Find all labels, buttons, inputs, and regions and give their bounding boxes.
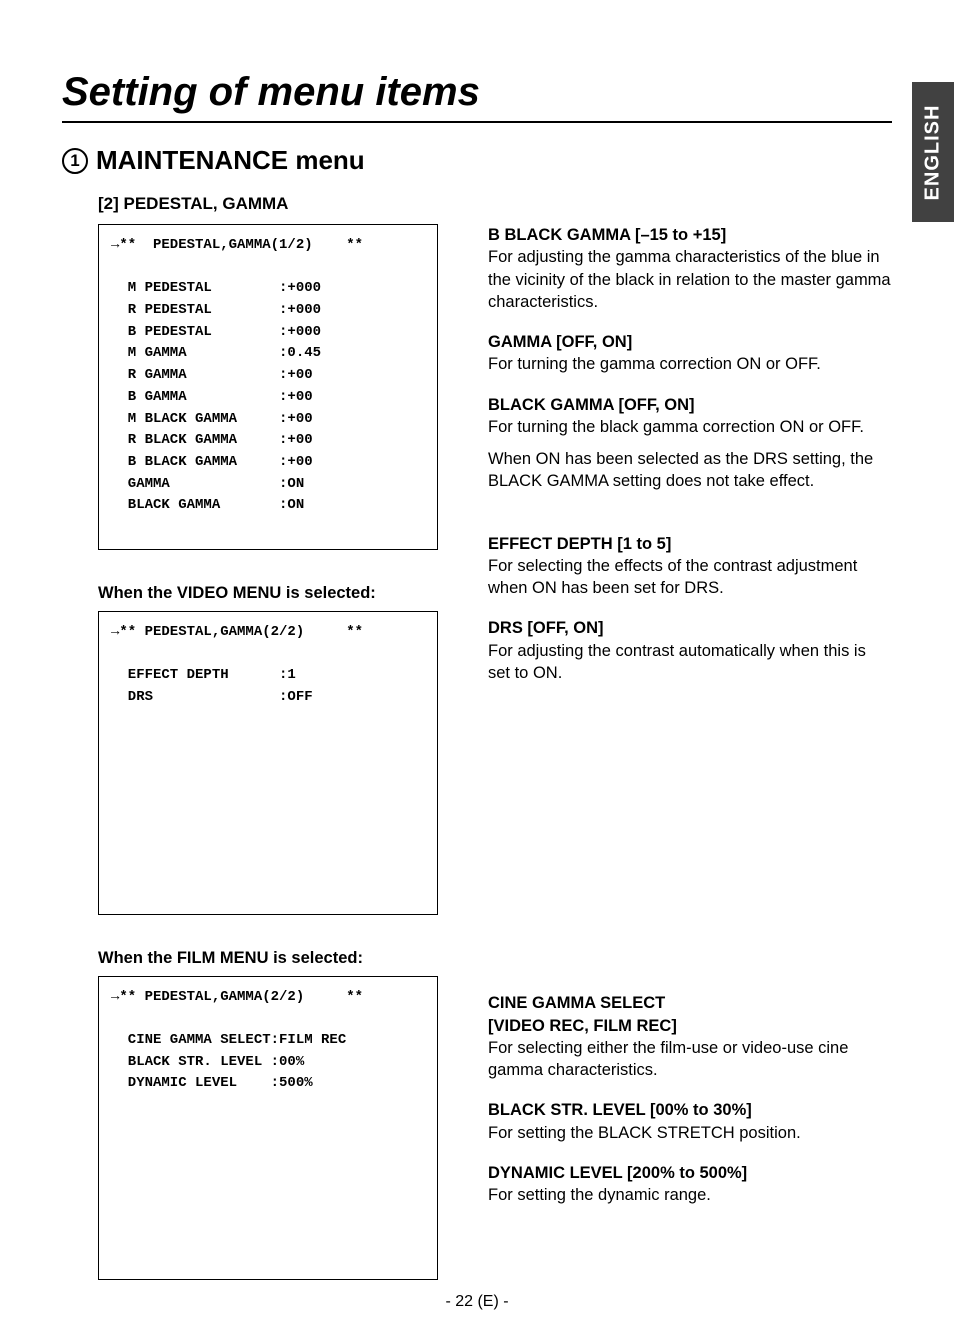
subsection-heading: [2] PEDESTAL, GAMMA (98, 194, 892, 214)
desc-body: For turning the gamma correction ON or O… (488, 353, 892, 375)
film-menu-label: When the FILM MENU is selected: (98, 949, 458, 968)
desc-heading: B BLACK GAMMA [–15 to +15] (488, 224, 892, 246)
desc-body: For setting the BLACK STRETCH position. (488, 1122, 892, 1144)
desc-block: GAMMA [OFF, ON]For turning the gamma cor… (488, 331, 892, 376)
page-title: Setting of menu items (62, 70, 892, 115)
desc-heading: BLACK GAMMA [OFF, ON] (488, 394, 892, 416)
video-menu-label: When the VIDEO MENU is selected: (98, 584, 458, 603)
desc-heading: GAMMA [OFF, ON] (488, 331, 892, 353)
section-number-icon: 1 (62, 148, 88, 174)
page: ENGLISH Setting of menu items 1 MAINTENA… (0, 0, 954, 1339)
menu-screen-2: →** PEDESTAL,GAMMA(2/2) ** EFFECT DEPTH … (98, 611, 438, 915)
section-heading: 1 MAINTENANCE menu (62, 145, 892, 176)
section-title: MAINTENANCE menu (96, 145, 365, 176)
menu-screen-1: →** PEDESTAL,GAMMA(1/2) ** M PEDESTAL :+… (98, 224, 438, 550)
desc-heading: DRS [OFF, ON] (488, 617, 892, 639)
desc-block: EFFECT DEPTH [1 to 5]For selecting the e… (488, 533, 892, 600)
desc-group-3: CINE GAMMA SELECT[VIDEO REC, FILM REC]Fo… (488, 992, 892, 1206)
desc-body: For selecting either the film-use or vid… (488, 1037, 892, 1082)
desc-block: DYNAMIC LEVEL [200% to 500%]For setting … (488, 1162, 892, 1207)
desc-block: BLACK GAMMA [OFF, ON]For turning the bla… (488, 394, 892, 493)
desc-heading: EFFECT DEPTH [1 to 5] (488, 533, 892, 555)
desc-group-1: B BLACK GAMMA [–15 to +15]For adjusting … (488, 224, 892, 493)
desc-block: BLACK STR. LEVEL [00% to 30%]For setting… (488, 1099, 892, 1144)
page-footer: - 22 (E) - (0, 1293, 954, 1311)
desc-block: B BLACK GAMMA [–15 to +15]For adjusting … (488, 224, 892, 313)
desc-heading: CINE GAMMA SELECT (488, 992, 892, 1014)
menu-screen-3: →** PEDESTAL,GAMMA(2/2) ** CINE GAMMA SE… (98, 976, 438, 1280)
desc-heading: BLACK STR. LEVEL [00% to 30%] (488, 1099, 892, 1121)
desc-body: For setting the dynamic range. (488, 1184, 892, 1206)
desc-subheading: [VIDEO REC, FILM REC] (488, 1015, 892, 1037)
right-column: B BLACK GAMMA [–15 to +15]For adjusting … (488, 224, 892, 1280)
desc-group-2: EFFECT DEPTH [1 to 5]For selecting the e… (488, 533, 892, 685)
desc-block: CINE GAMMA SELECT[VIDEO REC, FILM REC]Fo… (488, 992, 892, 1081)
desc-extra: When ON has been selected as the DRS set… (488, 448, 892, 493)
desc-body: For selecting the effects of the contras… (488, 555, 892, 600)
desc-heading: DYNAMIC LEVEL [200% to 500%] (488, 1162, 892, 1184)
desc-body: For adjusting the gamma characteristics … (488, 246, 892, 313)
title-divider (62, 121, 892, 123)
desc-body: For turning the black gamma correction O… (488, 416, 892, 438)
content-block-1: →** PEDESTAL,GAMMA(1/2) ** M PEDESTAL :+… (98, 224, 892, 1280)
left-column-1: →** PEDESTAL,GAMMA(1/2) ** M PEDESTAL :+… (98, 224, 458, 1280)
desc-block: DRS [OFF, ON]For adjusting the contrast … (488, 617, 892, 684)
desc-body: For adjusting the contrast automatically… (488, 640, 892, 685)
language-tab: ENGLISH (912, 82, 954, 222)
language-tab-label: ENGLISH (922, 104, 945, 200)
